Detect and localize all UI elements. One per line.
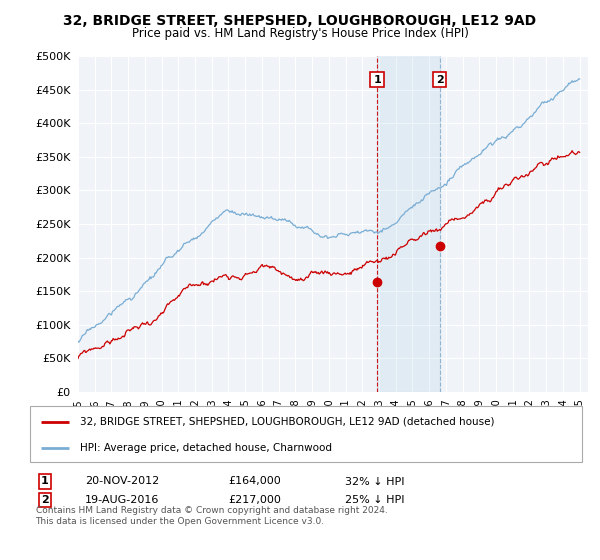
Text: HPI: Average price, detached house, Charnwood: HPI: Average price, detached house, Char… bbox=[80, 443, 332, 453]
Text: Contains HM Land Registry data © Crown copyright and database right 2024.
This d: Contains HM Land Registry data © Crown c… bbox=[35, 506, 387, 526]
FancyBboxPatch shape bbox=[30, 406, 582, 462]
Bar bbox=[377, 56, 440, 392]
Text: 20-NOV-2012: 20-NOV-2012 bbox=[85, 477, 160, 487]
Text: £217,000: £217,000 bbox=[229, 495, 281, 505]
Text: 1: 1 bbox=[373, 74, 381, 85]
Text: 1: 1 bbox=[41, 477, 49, 487]
Text: 32% ↓ HPI: 32% ↓ HPI bbox=[344, 477, 404, 487]
Text: £164,000: £164,000 bbox=[229, 477, 281, 487]
Text: Price paid vs. HM Land Registry's House Price Index (HPI): Price paid vs. HM Land Registry's House … bbox=[131, 27, 469, 40]
Text: 32, BRIDGE STREET, SHEPSHED, LOUGHBOROUGH, LE12 9AD (detached house): 32, BRIDGE STREET, SHEPSHED, LOUGHBOROUG… bbox=[80, 417, 494, 427]
Text: 25% ↓ HPI: 25% ↓ HPI bbox=[344, 495, 404, 505]
Text: 32, BRIDGE STREET, SHEPSHED, LOUGHBOROUGH, LE12 9AD: 32, BRIDGE STREET, SHEPSHED, LOUGHBOROUG… bbox=[64, 14, 536, 28]
Text: 19-AUG-2016: 19-AUG-2016 bbox=[85, 495, 160, 505]
Text: 2: 2 bbox=[436, 74, 443, 85]
Text: 2: 2 bbox=[41, 495, 49, 505]
